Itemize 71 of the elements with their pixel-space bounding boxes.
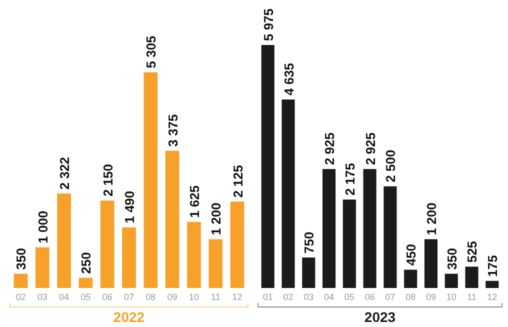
- bar: [404, 270, 418, 288]
- data-label: 2 925: [322, 132, 338, 166]
- x-tick-label: 05: [344, 292, 354, 302]
- data-label: 175: [485, 255, 500, 277]
- bar: [230, 202, 244, 288]
- data-label: 2 500: [383, 150, 398, 182]
- bar: [14, 274, 28, 288]
- data-label: 350: [14, 248, 29, 270]
- bar: [144, 72, 158, 288]
- data-label: 1 625: [186, 185, 202, 218]
- x-tick-label: 09: [426, 292, 436, 302]
- x-tick-label: 04: [59, 292, 70, 302]
- x-tick-label: 01: [262, 292, 273, 302]
- x-tick-label: 10: [446, 292, 456, 302]
- x-tick-label: 04: [324, 292, 334, 302]
- bar: [100, 200, 114, 288]
- bar: [165, 150, 180, 288]
- bar: [57, 194, 71, 288]
- data-label: 2 322: [57, 157, 72, 190]
- bar: [187, 222, 201, 288]
- x-tick-label: 12: [232, 292, 242, 302]
- bar: [322, 169, 336, 288]
- bar: [444, 274, 458, 288]
- data-label: 2 925: [362, 132, 378, 166]
- bar: [363, 169, 376, 288]
- x-tick-label: 06: [102, 292, 112, 302]
- data-label: 2 125: [230, 165, 246, 198]
- data-label: 525: [464, 240, 480, 263]
- data-label: 5 975: [260, 8, 276, 41]
- x-tick-label: 07: [385, 292, 396, 302]
- x-tick-label: 08: [406, 292, 416, 302]
- bar: [384, 186, 397, 288]
- bar: [486, 280, 499, 288]
- x-tick-label: 05: [80, 292, 91, 302]
- data-label: 450: [404, 244, 419, 266]
- x-tick-label: 02: [16, 292, 26, 302]
- x-tick-label: 11: [210, 292, 220, 302]
- bar: [465, 266, 478, 288]
- x-axis-title: 2023: [364, 309, 396, 325]
- bar: [261, 45, 274, 288]
- data-label: 2 150: [100, 164, 116, 197]
- x-tick-label: 12: [487, 292, 498, 302]
- data-label: 1 490: [122, 190, 137, 224]
- bar: [78, 278, 93, 288]
- x-tick-label: 09: [167, 292, 178, 302]
- x-tick-label: 08: [146, 292, 156, 302]
- data-label: 250: [78, 252, 94, 274]
- x-tick-label: 03: [37, 292, 48, 302]
- bar: [35, 247, 50, 288]
- bar: [302, 258, 316, 288]
- data-label: 4 635: [281, 62, 296, 96]
- x-tick-label: 06: [364, 292, 375, 302]
- data-label: 1 200: [424, 202, 439, 236]
- x-tick-label: 03: [304, 292, 314, 302]
- bar: [424, 239, 438, 288]
- bar: [208, 239, 223, 288]
- data-label: 350: [444, 248, 460, 270]
- bar: [122, 227, 136, 288]
- bar: [342, 200, 356, 288]
- x-tick-label: 10: [188, 292, 199, 302]
- data-label: 750: [302, 232, 317, 254]
- x-axis-title: 2022: [113, 309, 145, 325]
- data-label: 3 375: [165, 114, 180, 147]
- data-label: 5 305: [144, 36, 159, 68]
- x-tick-label: 11: [467, 292, 476, 302]
- data-label: 2 175: [342, 162, 358, 196]
- x-tick-label: 07: [124, 292, 134, 302]
- data-label: 1 000: [35, 210, 50, 244]
- x-tick-label: 02: [283, 292, 294, 302]
- bar: [282, 99, 295, 288]
- data-label: 1 200: [208, 202, 224, 236]
